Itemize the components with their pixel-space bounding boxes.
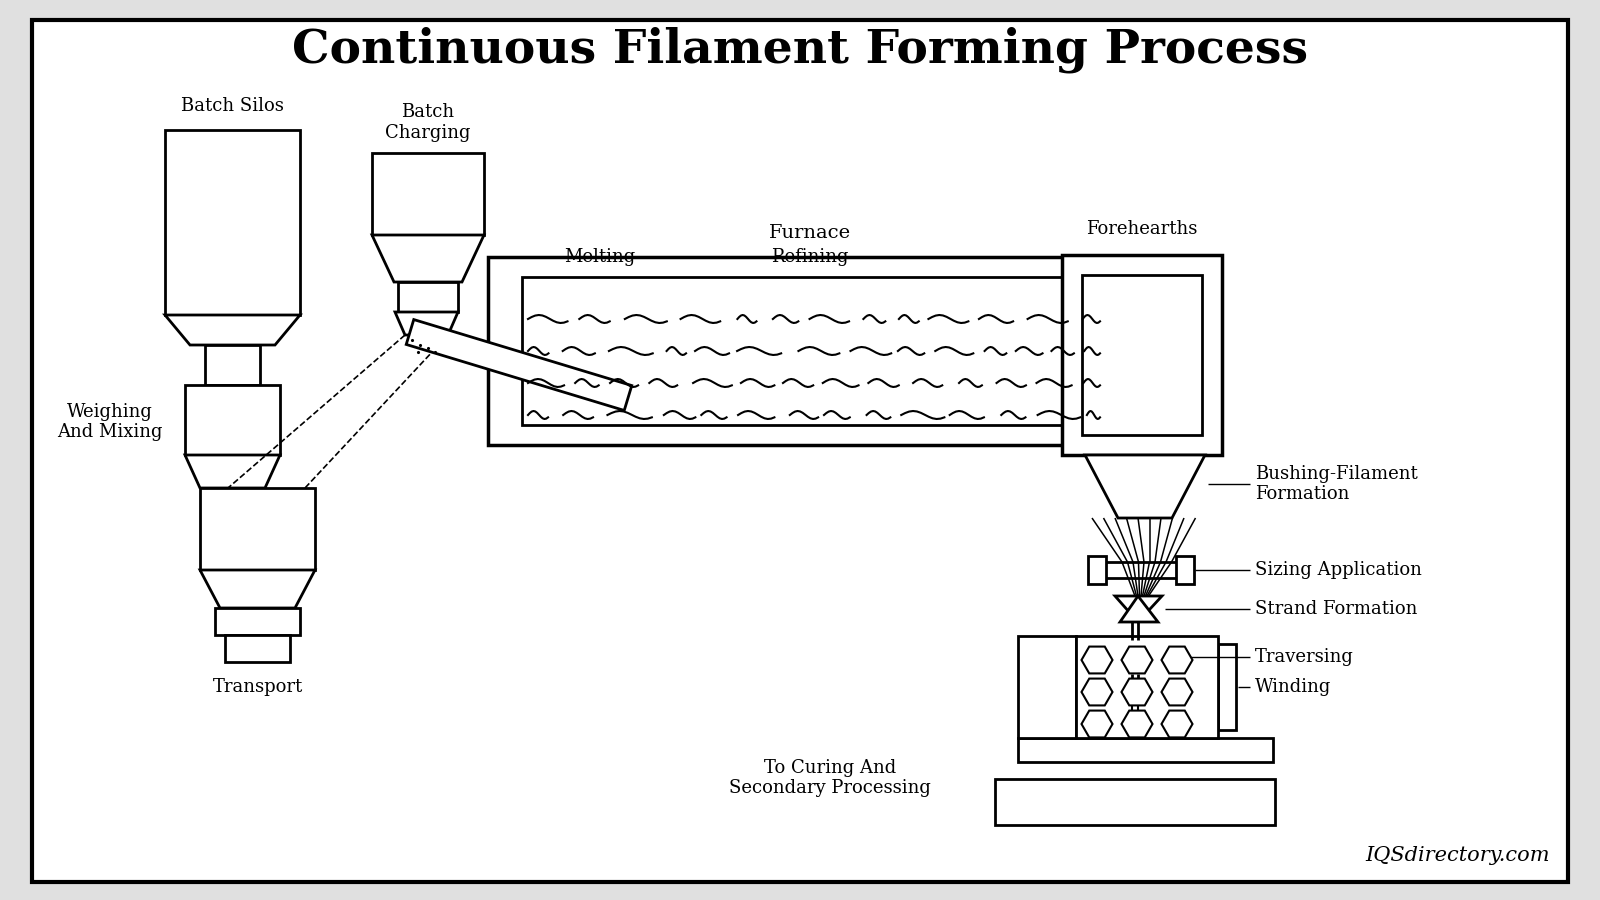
Polygon shape xyxy=(200,570,315,608)
Bar xyxy=(371,153,483,235)
Bar xyxy=(488,257,1150,445)
Bar xyxy=(995,779,1275,825)
Text: Refining: Refining xyxy=(771,248,848,266)
Text: Melting: Melting xyxy=(565,248,635,266)
Text: Continuous Filament Forming Process: Continuous Filament Forming Process xyxy=(291,27,1309,73)
Bar xyxy=(1082,275,1202,435)
Text: Traversing: Traversing xyxy=(1254,648,1354,666)
Polygon shape xyxy=(1102,662,1174,674)
Polygon shape xyxy=(406,320,632,410)
Text: Bushing-Filament
Formation: Bushing-Filament Formation xyxy=(1254,464,1418,503)
Bar xyxy=(200,488,315,570)
Bar xyxy=(522,277,1110,425)
Text: Furnace: Furnace xyxy=(770,224,851,242)
Bar xyxy=(1088,556,1106,584)
Text: Forehearths: Forehearths xyxy=(1086,220,1198,238)
Bar xyxy=(165,130,301,315)
Bar xyxy=(1062,255,1222,455)
Text: To Curing And
Secondary Processing: To Curing And Secondary Processing xyxy=(730,759,931,797)
Polygon shape xyxy=(165,315,301,345)
Bar xyxy=(186,385,280,455)
Polygon shape xyxy=(1101,640,1171,652)
Bar xyxy=(1018,738,1274,762)
Bar xyxy=(1106,562,1178,578)
Text: Sizing Application: Sizing Application xyxy=(1254,561,1422,579)
Text: Transport: Transport xyxy=(213,678,302,696)
Polygon shape xyxy=(371,235,483,282)
Bar xyxy=(214,608,301,635)
Polygon shape xyxy=(1120,596,1158,622)
Polygon shape xyxy=(186,455,280,488)
Text: Batch
Charging: Batch Charging xyxy=(386,104,470,142)
Bar xyxy=(1218,644,1235,730)
Text: Weighing
And Mixing: Weighing And Mixing xyxy=(58,402,163,441)
Text: IQSdirectory.com: IQSdirectory.com xyxy=(1365,846,1550,865)
Bar xyxy=(1176,556,1194,584)
Bar xyxy=(205,345,259,385)
Polygon shape xyxy=(1115,596,1162,622)
Bar xyxy=(1075,636,1218,738)
Bar xyxy=(226,635,290,662)
Bar xyxy=(1018,636,1075,738)
Text: Strand Formation: Strand Formation xyxy=(1254,600,1418,618)
Bar xyxy=(398,282,458,312)
Text: Batch Silos: Batch Silos xyxy=(181,97,283,115)
Polygon shape xyxy=(395,312,458,335)
Polygon shape xyxy=(1085,455,1205,518)
Text: Winding: Winding xyxy=(1254,678,1331,696)
